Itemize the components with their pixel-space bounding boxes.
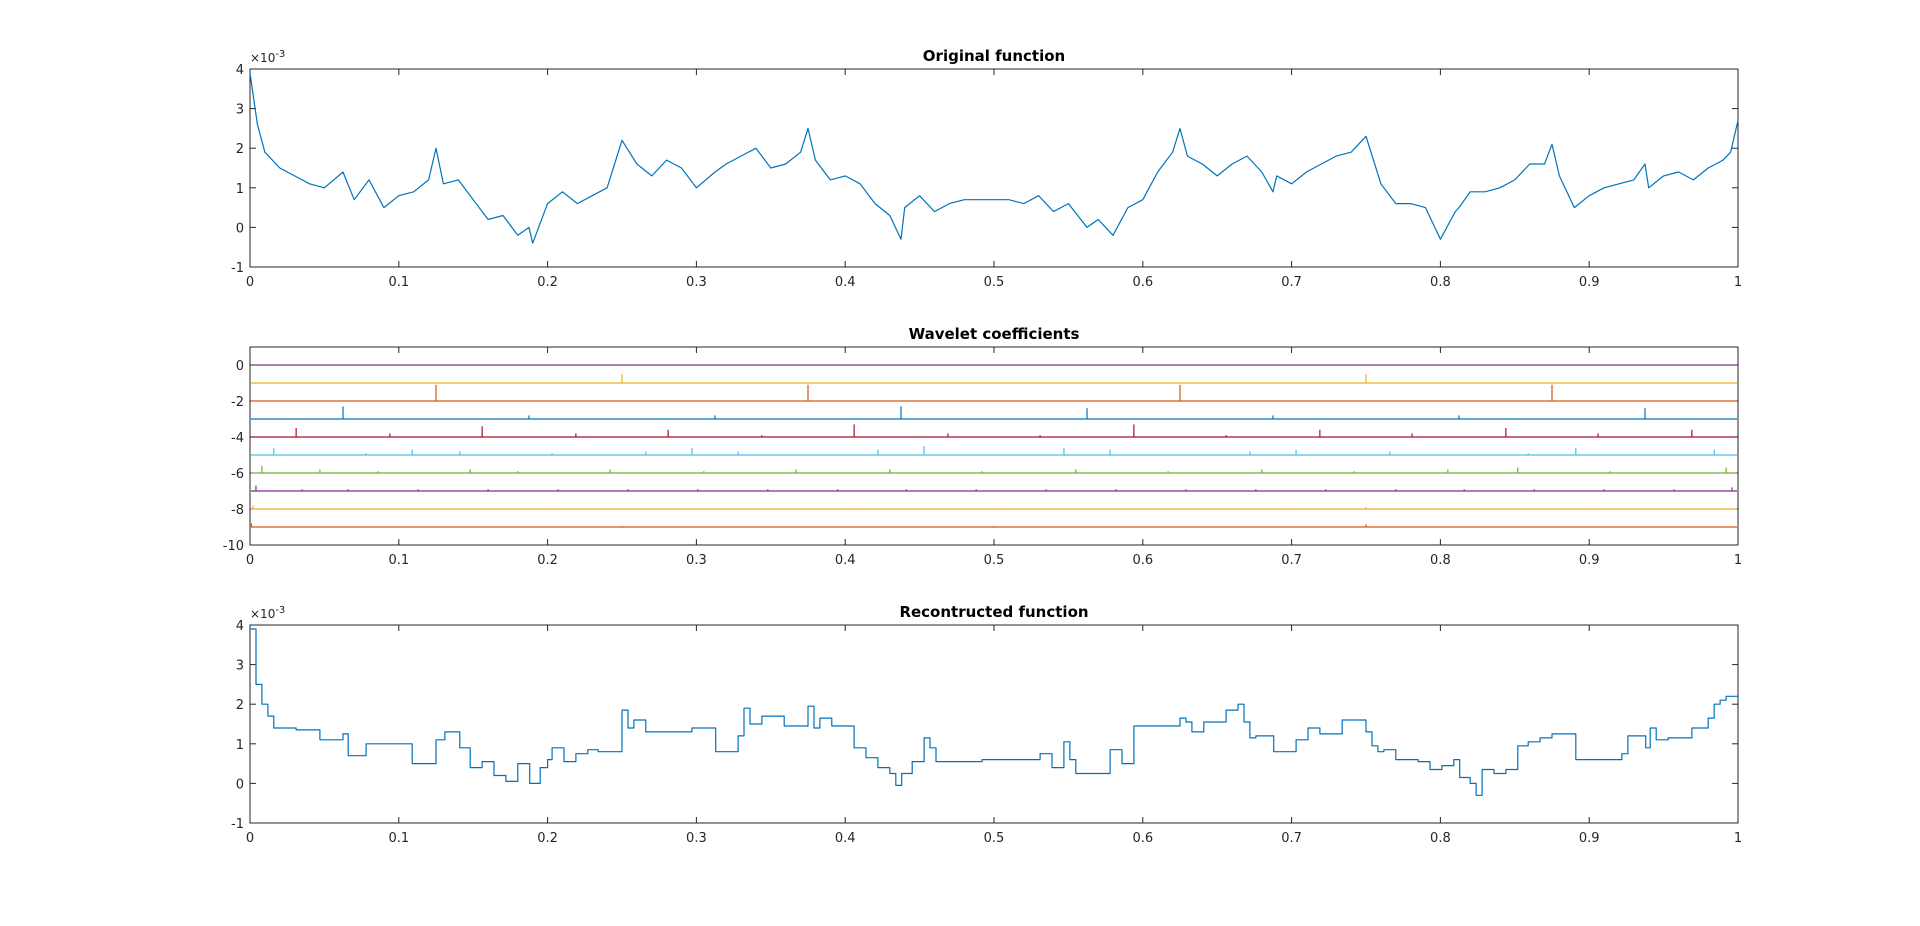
y-tick-label: 0 (236, 359, 244, 374)
x-tick-label: 0.7 (1281, 831, 1302, 846)
x-tick-label: 0.2 (537, 275, 558, 290)
x-tick-label: 0.7 (1281, 553, 1302, 568)
x-tick-label: 0 (246, 275, 254, 290)
y-tick-label: 1 (236, 738, 244, 753)
x-tick-label: 1 (1734, 553, 1742, 568)
x-tick-label: 0.4 (835, 831, 856, 846)
x-tick-label: 0.8 (1430, 553, 1451, 568)
x-tick-label: 0.4 (835, 553, 856, 568)
x-tick-label: 0.3 (686, 275, 707, 290)
y-multiplier-original: ×10-3 (250, 49, 285, 65)
x-tick-label: 0.7 (1281, 275, 1302, 290)
marks-wavelet (250, 364, 1737, 528)
series-line-0 (249, 72, 1739, 244)
y-tick-label: 1 (236, 182, 244, 197)
x-tick-label: 0.6 (1132, 831, 1153, 846)
x-tick-label: 0.1 (388, 275, 409, 290)
x-tick-label: 0.5 (984, 275, 1005, 290)
y-tick-label: -2 (231, 395, 244, 410)
x-tick-label: 0.4 (835, 275, 856, 290)
chart-title-wavelet: Wavelet coefficients (909, 325, 1080, 343)
x-tick-label: 0.9 (1579, 553, 1600, 568)
series-line-0 (250, 628, 1738, 796)
x-tick-label: 0.2 (537, 831, 558, 846)
marks-reconstructed (250, 628, 1738, 796)
x-tick-label: 0.1 (388, 831, 409, 846)
x-tick-label: 1 (1734, 831, 1742, 846)
x-tick-label: 0.8 (1430, 275, 1451, 290)
plot-frame-original (249, 68, 1739, 268)
axes-original-function: Original function ×10-3 0 0.1 0.2 0.3 0.4 0.5… (231, 47, 1742, 290)
y-tick-label: 4 (236, 63, 244, 78)
x-tick-label: 0 (246, 831, 254, 846)
plot-frame-wavelet (249, 346, 1739, 546)
chart-title-original: Original function (923, 47, 1065, 65)
x-tick-label: 0.6 (1132, 553, 1153, 568)
y-tick-label: 3 (236, 103, 244, 118)
y-tick-label: 0 (236, 221, 244, 236)
axes-wavelet-coefficients: Wavelet coefficients 0 0.1 0.2 0.3 0.4 0.5 0.6… (223, 325, 1742, 568)
y-tick-label: -8 (231, 503, 244, 518)
x-tick-label: 0.8 (1430, 831, 1451, 846)
y-tick-label: 2 (236, 698, 244, 713)
x-tick-label: 0.5 (984, 553, 1005, 568)
axes-reconstructed-function: Recontructed function ×10-3 0 0.1 0.2 0.3 0.… (231, 603, 1742, 846)
marks-original (249, 72, 1739, 244)
y-tick-label: -1 (231, 817, 244, 832)
y-tick-label: 3 (236, 659, 244, 674)
x-tick-label: 0.5 (984, 831, 1005, 846)
x-tick-label: 0.9 (1579, 831, 1600, 846)
y-tick-label: -1 (231, 261, 244, 276)
y-multiplier-reconstructed: ×10-3 (250, 605, 285, 621)
y-tick-label: -6 (231, 467, 244, 482)
x-tick-label: 1 (1734, 275, 1742, 290)
plot-frame-reconstructed (249, 624, 1739, 824)
y-tick-label: 4 (236, 619, 244, 634)
x-tick-label: 0.9 (1579, 275, 1600, 290)
y-tick-label: -4 (231, 431, 244, 446)
y-tick-label: -10 (223, 539, 244, 554)
x-tick-label: 0.2 (537, 553, 558, 568)
x-tick-label: 0.3 (686, 553, 707, 568)
x-tick-label: 0.3 (686, 831, 707, 846)
x-tick-label: 0.6 (1132, 275, 1153, 290)
chart-title-reconstructed: Recontructed function (899, 603, 1088, 621)
y-tick-label: 0 (236, 777, 244, 792)
x-tick-label: 0.1 (388, 553, 409, 568)
x-tick-label: 0 (246, 553, 254, 568)
ticks-wavelet: 0 0.1 0.2 0.3 0.4 0.5 0.6 0.7 0.8 0.9 1 -10 -8 -6 -4 -2… (223, 347, 1742, 568)
y-tick-label: 2 (236, 142, 244, 157)
